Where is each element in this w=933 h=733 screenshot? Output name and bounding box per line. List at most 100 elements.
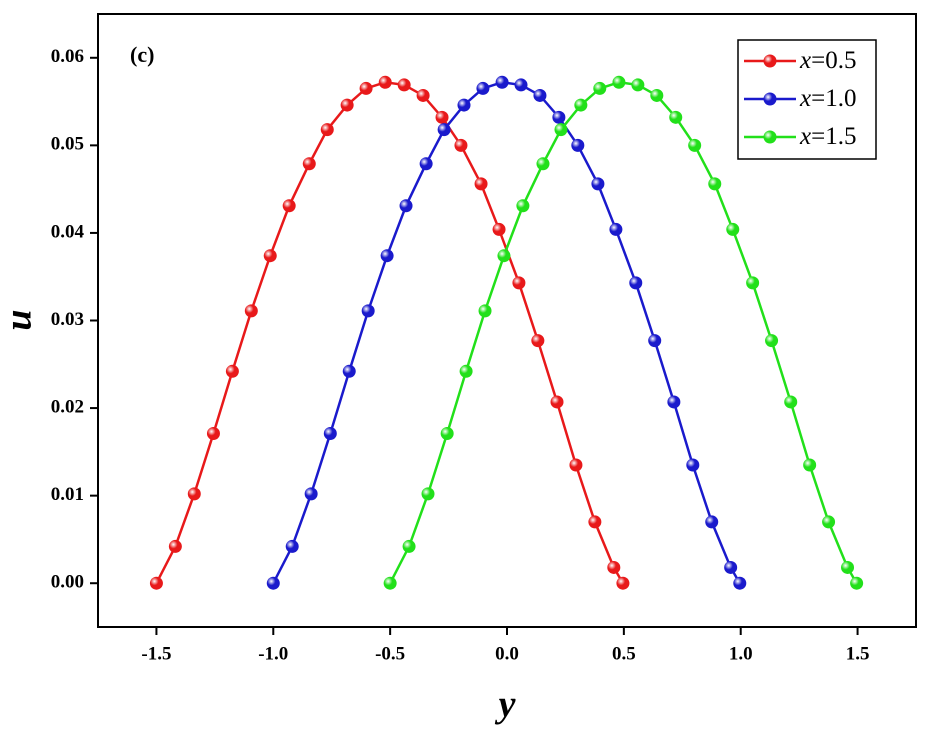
y-tick-label: 0.01 [51,484,84,505]
data-point [282,199,296,213]
data-point [531,334,545,348]
data-point [437,123,451,137]
data-point [574,98,588,112]
data-point [497,249,511,263]
data-point [591,177,605,191]
data-point [765,334,779,348]
data-point [323,426,337,440]
data-point [588,515,602,529]
x-tick-label: -0.5 [375,643,405,664]
data-point [266,576,280,590]
data-point [187,487,201,501]
data-point [206,426,220,440]
y-tick-label: 0.04 [51,221,85,242]
data-point [841,560,855,574]
data-point [733,576,747,590]
data-point [416,88,430,102]
panel-label: (c) [130,42,154,67]
data-point [378,75,392,89]
data-point [380,249,394,263]
legend-marker [763,92,777,106]
data-point [302,157,316,171]
series-line [389,81,858,584]
data-point [399,199,413,213]
data-point [648,334,662,348]
data-point [536,157,550,171]
data-point [419,157,433,171]
y-tick-label: 0.06 [51,46,84,67]
data-point [708,177,722,191]
data-point [359,81,373,95]
data-point [550,395,564,409]
data-point [440,426,454,440]
data-point [340,98,354,112]
data-point [421,487,435,501]
legend-label: x=1.0 [799,85,856,112]
y-axis-label: u [0,309,40,330]
data-point [686,458,700,472]
data-point [304,487,318,501]
data-point [705,515,719,529]
data-point [552,110,566,124]
data-point [724,560,738,574]
data-point [476,81,490,95]
data-point [512,276,526,290]
data-point [607,560,621,574]
data-point [244,304,258,318]
legend-label: x=0.5 [799,47,856,74]
data-point [569,458,583,472]
x-tick-label: 1.0 [729,643,753,664]
series-line [155,81,625,584]
x-axis-label: y [495,684,516,726]
data-point [726,222,740,236]
x-tick-label: 1.5 [846,643,870,664]
data-point [554,123,568,137]
data-point [784,395,798,409]
data-point [650,88,664,102]
data-point [225,364,239,378]
data-point [850,576,864,590]
data-point [822,515,836,529]
legend-label: x=1.5 [799,123,856,150]
data-point [803,458,817,472]
legend-marker [763,130,777,144]
data-point [402,539,416,553]
y-tick-label: 0.02 [51,396,84,417]
data-point [669,110,683,124]
y-tick-label: 0.03 [51,309,84,330]
data-point [492,222,506,236]
data-point [495,75,509,89]
x-tick-label: 0.5 [612,643,636,664]
data-point [383,576,397,590]
data-point [459,364,473,378]
data-point [168,539,182,553]
data-point [616,576,630,590]
data-point [454,138,468,152]
data-point [263,249,277,263]
x-tick-label: -1.5 [141,643,171,664]
data-point [514,78,528,92]
data-point [478,304,492,318]
data-point [593,81,607,95]
data-point [149,576,163,590]
data-point [688,138,702,152]
data-point [533,88,547,102]
data-point [397,78,411,92]
data-point [631,78,645,92]
y-tick-label: 0.00 [51,572,84,593]
data-point [667,395,681,409]
data-point [474,177,488,191]
data-point [285,539,299,553]
y-tick-label: 0.05 [51,134,84,155]
data-point [342,364,356,378]
data-point [629,276,643,290]
series-line [272,81,741,584]
data-point [571,138,585,152]
data-point [320,123,334,137]
x-tick-label: -1.0 [258,643,288,664]
data-point [516,199,530,213]
data-point [609,222,623,236]
data-point [746,276,760,290]
data-point [435,110,449,124]
